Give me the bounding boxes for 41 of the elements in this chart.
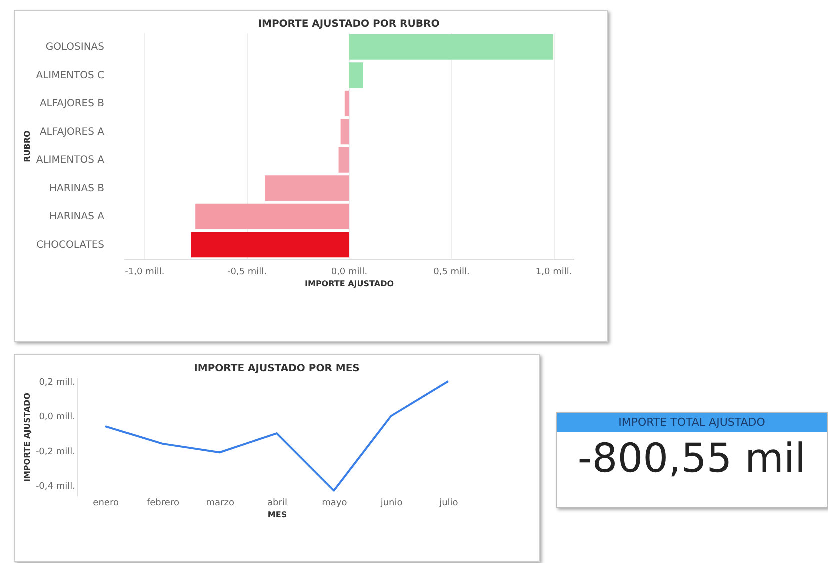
x-tick-label: -0,5 mill. [227,268,268,278]
x-tick-label: 1,0 mill. [536,268,572,278]
line-series [104,380,450,492]
bar [338,147,349,173]
x-axis-title: IMPORTE AJUSTADO [304,280,394,288]
y-tick-label: HARINAS A [50,212,105,223]
y-axis-title: RUBRO [23,130,32,162]
x-tick-label: junio [380,498,404,508]
y-tick-label: HARINAS B [50,183,105,194]
y-tick-label: -0,2 mill. [36,447,76,458]
text: IMPORTE TOTAL AJUSTADO [557,413,827,432]
chart-title: IMPORTE AJUSTADO POR MES [194,363,360,374]
y-tick-label: -0,4 mill. [36,482,76,492]
x-tick-label: febrero [146,498,180,508]
x-tick-label: julio [438,498,459,508]
x-tick-label: 0,5 mill. [434,268,470,278]
x-tick-label: enero [93,498,120,508]
bar [340,119,349,145]
bar [192,232,349,258]
x-tick-label: abril [268,498,288,508]
y-tick-label: 0,0 mill. [39,412,76,423]
y-tick-label: ALFAJORES A [40,126,105,138]
bar [196,204,349,230]
y-axis-title: IMPORTE AJUSTADO [22,392,32,482]
x-tick-label: marzo [206,498,235,508]
x-axis-title: MES [268,510,288,520]
x-tick-label: -1,0 mill. [125,268,165,278]
x-tick-label: mayo [322,498,348,508]
y-tick-label: ALFAJORES B [40,98,105,110]
text: -800,55 mil [576,435,808,482]
x-tick-label: 0,0 mill. [331,268,368,278]
bar [344,90,349,116]
chart-title: IMPORTE AJUSTADO POR RUBRO [258,19,440,30]
bar [265,176,349,202]
y-tick-label: CHOCOLATES [36,240,104,251]
bar [349,62,364,88]
y-tick-label: 0,2 mill. [39,378,76,388]
y-tick-label: ALIMENTOS A [36,155,105,166]
y-tick-label: GOLOSINAS [46,42,104,54]
bar [349,34,554,60]
y-tick-label: ALIMENTOS C [36,70,105,82]
